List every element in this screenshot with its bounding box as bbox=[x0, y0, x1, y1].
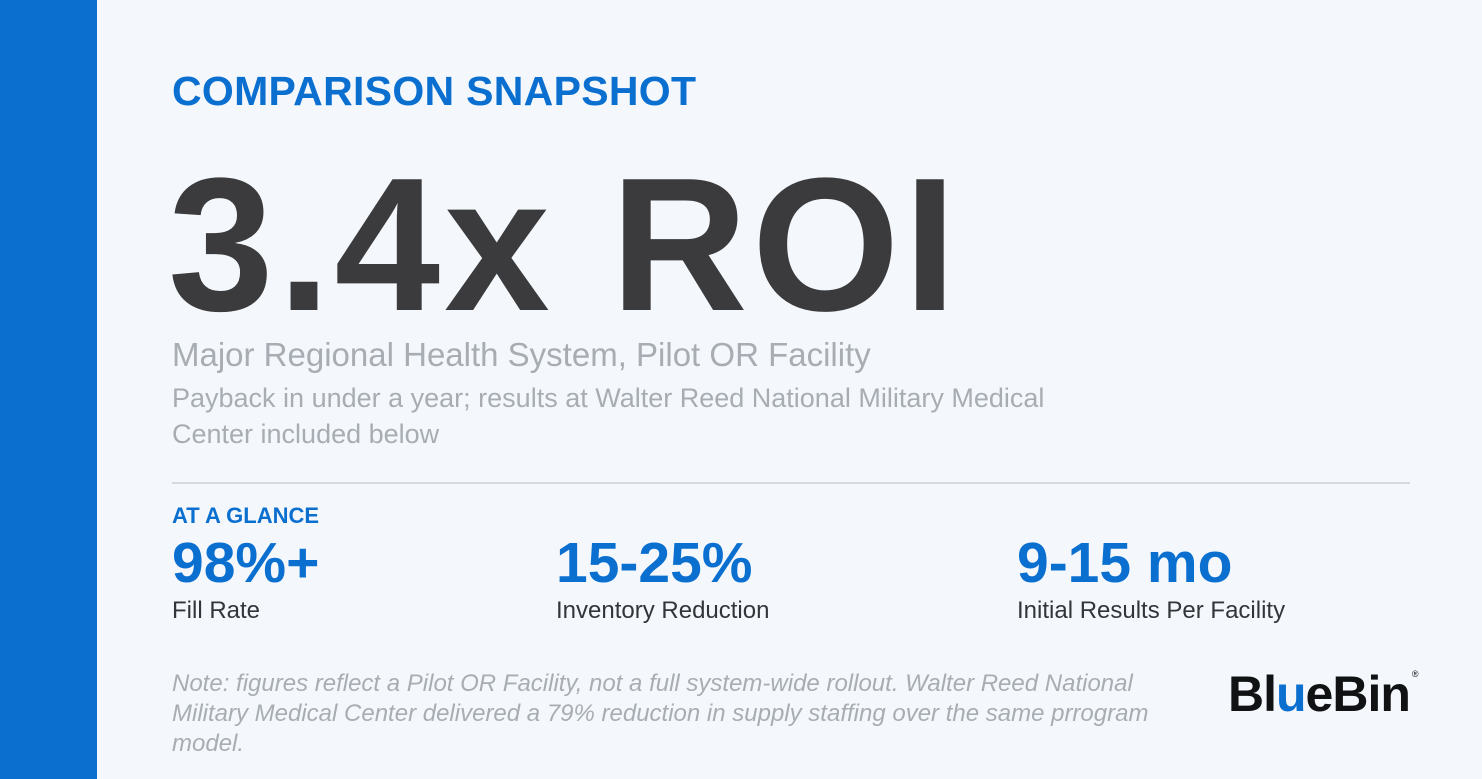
description: Payback in under a year; results at Walt… bbox=[172, 383, 1045, 449]
stat-fill-rate: 98%+ Fill Rate bbox=[172, 530, 319, 626]
roi-headline: 3.4x ROI bbox=[168, 139, 961, 351]
accent-side-bar bbox=[0, 0, 97, 779]
registered-mark: ® bbox=[1411, 669, 1419, 679]
stat-label: Inventory Reduction bbox=[556, 597, 770, 624]
stat-label: Initial Results Per Facility bbox=[1017, 597, 1286, 624]
stat-initial-results: 9-15 mo Initial Results Per Facility bbox=[1017, 530, 1285, 626]
stat-inventory-reduction: 15-25% Inventory Reduction bbox=[556, 530, 769, 626]
stat-value: 15-25% bbox=[556, 531, 753, 595]
footnote: Note: figures reflect a Pilot OR Facilit… bbox=[172, 670, 1149, 757]
subtitle: Major Regional Health System, Pilot OR F… bbox=[172, 336, 871, 373]
logo-text-start: Bl bbox=[1228, 666, 1277, 722]
logo-text-end: eBin bbox=[1305, 666, 1411, 722]
logo-text-accent: u bbox=[1276, 666, 1307, 722]
stat-value: 98%+ bbox=[172, 531, 320, 595]
stat-value: 9-15 mo bbox=[1017, 531, 1233, 595]
at-a-glance-label: AT A GLANCE bbox=[172, 503, 320, 528]
section-heading: COMPARISON SNAPSHOT bbox=[172, 68, 697, 114]
stat-label: Fill Rate bbox=[172, 597, 261, 624]
divider bbox=[172, 482, 1410, 484]
bluebin-logo: Bl u eBin ® bbox=[1228, 668, 1419, 720]
